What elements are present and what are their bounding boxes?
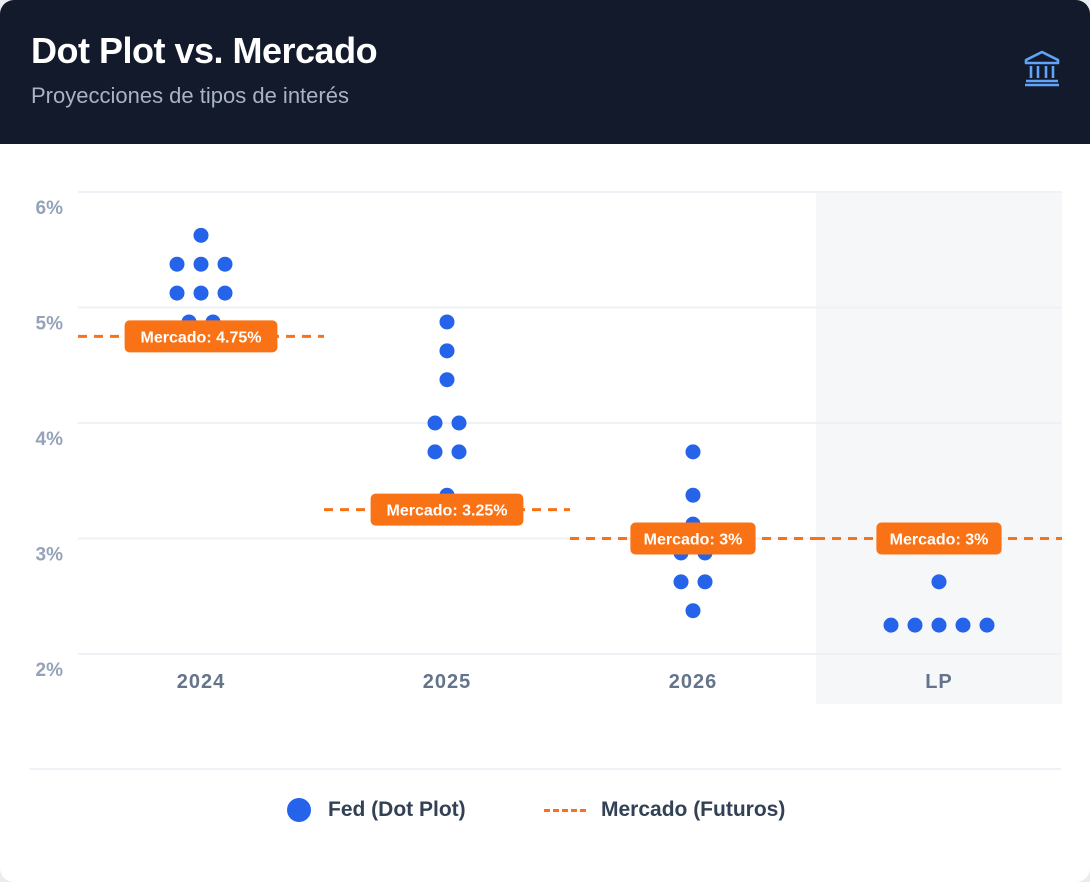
fed-dot [451, 415, 467, 431]
fed-dot [979, 617, 995, 633]
legend-dot-marker [287, 798, 311, 822]
fed-dot [439, 314, 455, 330]
market-label-text: Mercado: 3% [890, 532, 989, 549]
market-label-box [370, 493, 524, 526]
fed-dot [439, 343, 455, 359]
dot-plot-chart: 6% 5% 4% 3% 2% 2024 2025 2026 LP Mercado: 4.75% Me… [36, 191, 1062, 704]
y-tick-label: 5% [36, 314, 64, 335]
fed-dot [439, 372, 455, 388]
market-label-box [124, 320, 278, 353]
fed-dot [193, 227, 209, 243]
legend-dash-marker [544, 808, 586, 812]
y-tick-label: 6% [36, 198, 64, 219]
x-category-label: 2025 [423, 671, 472, 693]
fed-dot [427, 415, 443, 431]
fed-dot [427, 444, 443, 460]
fed-dot [685, 487, 701, 503]
y-tick-label: 2% [36, 660, 64, 681]
legend: Fed (Dot Plot) Mercado (Futuros) [0, 792, 1090, 832]
y-tick-label: 3% [36, 545, 64, 566]
fed-dot [931, 574, 947, 590]
fed-dot [169, 256, 185, 272]
market-label-text: Mercado: 3.25% [387, 503, 508, 520]
fed-dot [931, 617, 947, 633]
x-category-label: 2026 [669, 671, 718, 693]
legend-label-market: Mercado (Futuros) [601, 798, 786, 821]
fed-dot [217, 256, 233, 272]
y-tick-label: 4% [36, 429, 64, 450]
market-label-box [876, 522, 1002, 555]
bank-icon [1024, 50, 1060, 87]
card-header: Dot Plot vs. Mercado Proyecciones de tip… [0, 0, 1090, 144]
x-category-label: 2024 [177, 671, 226, 693]
fed-dot [697, 574, 713, 590]
fed-dot [883, 617, 899, 633]
fed-dot [673, 574, 689, 590]
fed-dot [685, 603, 701, 619]
page-title: Dot Plot vs. Mercado [31, 30, 378, 71]
fed-dot [451, 444, 467, 460]
fed-dot [955, 617, 971, 633]
fed-dot [193, 285, 209, 301]
legend-label-fed: Fed (Dot Plot) [328, 798, 466, 821]
x-category-label: LP [925, 671, 953, 693]
fed-dot [193, 256, 209, 272]
fed-dot [685, 444, 701, 460]
legend-divider [30, 768, 1061, 770]
fed-dot [169, 285, 185, 301]
fed-dot [217, 285, 233, 301]
market-label-text: Mercado: 3% [644, 532, 743, 549]
legend-item-market: Mercado (Futuros) [544, 792, 785, 828]
page-subtitle: Proyecciones de tipos de interés [31, 83, 349, 108]
market-label-text: Mercado: 4.75% [141, 329, 262, 346]
legend-item-fed: Fed (Dot Plot) [287, 792, 466, 828]
fed-dot [907, 617, 923, 633]
market-label-box [630, 522, 756, 555]
